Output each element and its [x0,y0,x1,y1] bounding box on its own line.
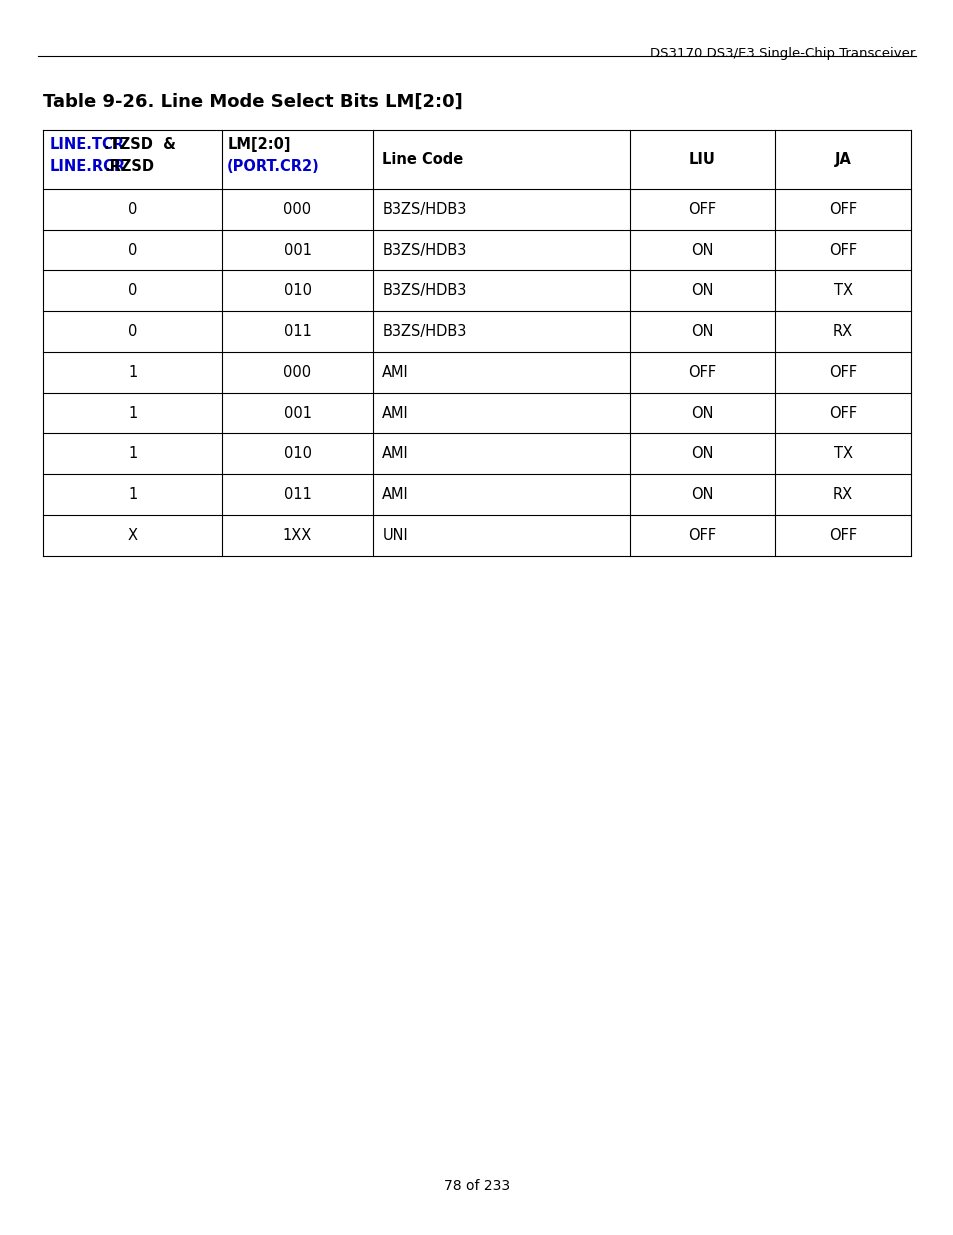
Text: .TZSD  &: .TZSD & [104,137,175,152]
Text: TX: TX [833,446,852,462]
Text: 1: 1 [128,405,137,421]
Text: ON: ON [691,405,713,421]
Text: 011: 011 [283,324,312,340]
Text: .RZSD: .RZSD [104,159,153,174]
Text: 011: 011 [283,487,312,503]
Text: ON: ON [691,242,713,258]
Text: OFF: OFF [828,405,857,421]
Text: RX: RX [832,487,852,503]
Text: ON: ON [691,487,713,503]
Text: 0: 0 [128,201,137,217]
Text: ON: ON [691,446,713,462]
Text: AMI: AMI [382,405,409,421]
Text: B3ZS/HDB3: B3ZS/HDB3 [382,201,466,217]
Text: B3ZS/HDB3: B3ZS/HDB3 [382,242,466,258]
Text: X: X [128,527,137,543]
Text: 1XX: 1XX [283,527,312,543]
Text: LINE.RCR: LINE.RCR [50,159,126,174]
Text: LIU: LIU [688,152,715,167]
Text: Table 9-26. Line Mode Select Bits LM[2:0]: Table 9-26. Line Mode Select Bits LM[2:0… [43,93,462,111]
Text: (PORT.CR2): (PORT.CR2) [227,159,319,174]
Text: AMI: AMI [382,487,409,503]
Text: ON: ON [691,324,713,340]
Text: 000: 000 [283,364,312,380]
Text: Line Code: Line Code [382,152,463,167]
Text: 010: 010 [283,283,312,299]
Text: 1: 1 [128,446,137,462]
Text: 0: 0 [128,283,137,299]
Text: LM[2:0]: LM[2:0] [227,137,291,152]
Text: 001: 001 [283,405,312,421]
Text: DS3170 DS3/E3 Single-Chip Transceiver: DS3170 DS3/E3 Single-Chip Transceiver [650,47,915,61]
Text: 001: 001 [283,242,312,258]
Text: RX: RX [832,324,852,340]
Text: OFF: OFF [688,364,716,380]
Text: 0: 0 [128,324,137,340]
Text: OFF: OFF [828,201,857,217]
Text: B3ZS/HDB3: B3ZS/HDB3 [382,283,466,299]
Text: 1: 1 [128,487,137,503]
Text: 1: 1 [128,364,137,380]
Text: OFF: OFF [828,527,857,543]
Text: OFF: OFF [688,201,716,217]
Text: 0: 0 [128,242,137,258]
Text: B3ZS/HDB3: B3ZS/HDB3 [382,324,466,340]
Text: OFF: OFF [828,242,857,258]
Text: OFF: OFF [828,364,857,380]
Text: AMI: AMI [382,446,409,462]
Text: TX: TX [833,283,852,299]
Text: LINE.TCR: LINE.TCR [50,137,125,152]
Text: OFF: OFF [688,527,716,543]
Text: 78 of 233: 78 of 233 [443,1178,510,1193]
Text: AMI: AMI [382,364,409,380]
Text: 000: 000 [283,201,312,217]
Text: JA: JA [834,152,851,167]
Text: ON: ON [691,283,713,299]
Text: 010: 010 [283,446,312,462]
Text: UNI: UNI [382,527,408,543]
